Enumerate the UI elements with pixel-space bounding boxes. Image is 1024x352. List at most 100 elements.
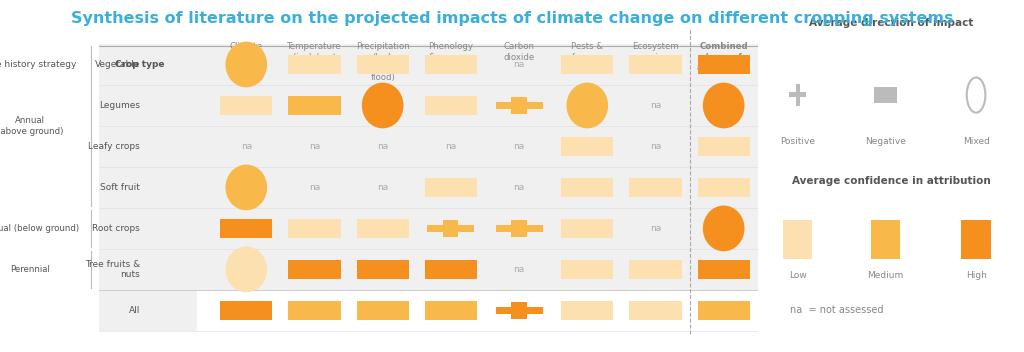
Text: Phenology
& seasons: Phenology & seasons xyxy=(428,42,473,62)
Text: Crop type: Crop type xyxy=(116,60,165,69)
Text: Low: Low xyxy=(788,271,807,280)
Text: na: na xyxy=(309,142,321,151)
FancyBboxPatch shape xyxy=(425,55,477,74)
Text: Average direction of impact: Average direction of impact xyxy=(809,18,973,27)
FancyBboxPatch shape xyxy=(425,96,477,115)
FancyBboxPatch shape xyxy=(496,225,543,232)
FancyBboxPatch shape xyxy=(870,220,900,259)
Text: Carbon
dioxide: Carbon dioxide xyxy=(504,42,535,62)
Text: High: High xyxy=(966,271,986,280)
FancyBboxPatch shape xyxy=(697,137,750,156)
FancyBboxPatch shape xyxy=(289,96,341,115)
FancyBboxPatch shape xyxy=(561,55,613,74)
Text: Leafy crops: Leafy crops xyxy=(88,142,140,151)
FancyBboxPatch shape xyxy=(697,178,750,196)
Text: Annual
(above ground): Annual (above ground) xyxy=(0,116,63,136)
Text: na: na xyxy=(377,183,388,192)
FancyBboxPatch shape xyxy=(425,178,477,196)
FancyBboxPatch shape xyxy=(356,219,409,238)
FancyBboxPatch shape xyxy=(98,44,758,85)
Text: Mixed: Mixed xyxy=(963,137,989,146)
FancyBboxPatch shape xyxy=(783,220,812,259)
Text: Combined
(sum of
all drivers): Combined (sum of all drivers) xyxy=(697,42,751,72)
Text: na: na xyxy=(650,224,662,233)
FancyBboxPatch shape xyxy=(512,220,526,237)
FancyBboxPatch shape xyxy=(425,301,477,320)
FancyBboxPatch shape xyxy=(98,85,758,126)
Text: Synthesis of literature on the projected impacts of climate change on different : Synthesis of literature on the projected… xyxy=(71,11,953,26)
FancyBboxPatch shape xyxy=(356,55,409,74)
FancyBboxPatch shape xyxy=(561,178,613,196)
Text: Perennial: Perennial xyxy=(10,265,50,274)
FancyBboxPatch shape xyxy=(356,301,409,320)
FancyBboxPatch shape xyxy=(561,301,613,320)
Text: na: na xyxy=(650,142,662,151)
Text: Precipitation
(Incl.
drought,
flood): Precipitation (Incl. drought, flood) xyxy=(355,42,410,82)
FancyBboxPatch shape xyxy=(98,44,197,331)
FancyBboxPatch shape xyxy=(289,55,341,74)
Ellipse shape xyxy=(225,246,267,292)
Text: Ecosystem
services: Ecosystem services xyxy=(632,42,679,62)
FancyBboxPatch shape xyxy=(220,96,272,115)
Text: Tree fruits &
nuts: Tree fruits & nuts xyxy=(85,260,140,279)
FancyBboxPatch shape xyxy=(697,55,750,74)
Text: na: na xyxy=(513,60,524,69)
Ellipse shape xyxy=(361,83,403,128)
Ellipse shape xyxy=(225,42,267,87)
Text: na: na xyxy=(445,142,457,151)
Text: Pests &
diseases: Pests & diseases xyxy=(568,42,606,62)
Text: Vegetable: Vegetable xyxy=(94,60,140,69)
Text: Legumes: Legumes xyxy=(99,101,140,110)
FancyBboxPatch shape xyxy=(561,219,613,238)
FancyBboxPatch shape xyxy=(98,126,758,167)
FancyBboxPatch shape xyxy=(289,301,341,320)
Text: na: na xyxy=(377,142,388,151)
FancyBboxPatch shape xyxy=(630,260,682,278)
FancyBboxPatch shape xyxy=(797,84,800,106)
FancyBboxPatch shape xyxy=(561,137,613,156)
FancyBboxPatch shape xyxy=(220,301,272,320)
FancyBboxPatch shape xyxy=(874,87,897,103)
FancyBboxPatch shape xyxy=(427,225,474,232)
Text: na: na xyxy=(513,183,524,192)
Ellipse shape xyxy=(566,83,608,128)
FancyBboxPatch shape xyxy=(512,302,526,319)
FancyBboxPatch shape xyxy=(697,301,750,320)
FancyBboxPatch shape xyxy=(98,167,758,208)
FancyBboxPatch shape xyxy=(425,260,477,278)
Text: na: na xyxy=(513,142,524,151)
FancyBboxPatch shape xyxy=(356,260,409,278)
FancyBboxPatch shape xyxy=(962,220,991,259)
Text: Life history strategy: Life history strategy xyxy=(0,60,76,69)
Text: Soft fruit: Soft fruit xyxy=(100,183,140,192)
FancyBboxPatch shape xyxy=(98,249,758,290)
FancyBboxPatch shape xyxy=(289,260,341,278)
Text: Annual (below ground): Annual (below ground) xyxy=(0,224,80,233)
Text: na: na xyxy=(241,142,252,151)
Text: na: na xyxy=(513,265,524,274)
Text: na  = not assessed: na = not assessed xyxy=(790,305,884,315)
FancyBboxPatch shape xyxy=(630,301,682,320)
FancyBboxPatch shape xyxy=(496,307,543,314)
Text: Climate
change
(general): Climate change (general) xyxy=(226,42,266,72)
FancyBboxPatch shape xyxy=(697,260,750,278)
FancyBboxPatch shape xyxy=(496,102,543,109)
Text: na: na xyxy=(309,183,321,192)
FancyBboxPatch shape xyxy=(220,219,272,238)
FancyBboxPatch shape xyxy=(630,178,682,196)
Text: Average confidence in attribution: Average confidence in attribution xyxy=(792,176,990,186)
FancyBboxPatch shape xyxy=(561,260,613,278)
FancyBboxPatch shape xyxy=(98,208,758,249)
Text: Negative: Negative xyxy=(865,137,906,146)
Text: All: All xyxy=(129,306,140,315)
Text: Positive: Positive xyxy=(780,137,815,146)
FancyBboxPatch shape xyxy=(790,92,806,97)
FancyBboxPatch shape xyxy=(443,220,459,237)
Ellipse shape xyxy=(702,206,744,251)
FancyBboxPatch shape xyxy=(289,219,341,238)
Text: Root crops: Root crops xyxy=(92,224,140,233)
Ellipse shape xyxy=(702,83,744,128)
FancyBboxPatch shape xyxy=(630,55,682,74)
Text: Medium: Medium xyxy=(867,271,904,280)
FancyBboxPatch shape xyxy=(512,97,526,114)
